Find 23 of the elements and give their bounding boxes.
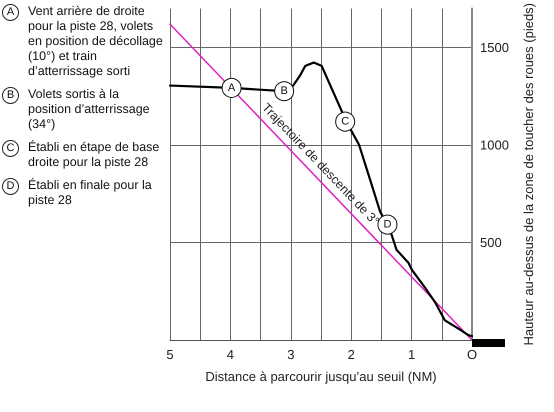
letter-circle: B	[2, 87, 19, 104]
y-tick-label: 1000	[480, 138, 509, 153]
x-tick-label: O	[466, 347, 478, 362]
x-axis-title: Distance à parcourir jusqu’au seuil (NM)	[205, 369, 437, 384]
letter-circle: D	[2, 178, 19, 195]
x-tick-label: 1	[408, 347, 416, 362]
annotation: C	[341, 116, 350, 128]
x-tick-label: 4	[226, 347, 234, 362]
annotation: A	[228, 82, 236, 94]
x-tick-label: 2	[348, 347, 355, 362]
text: Vent arrière de droite pour la piste 28, volets en position de décollage (10°) et train d’atterrissage sorti	[28, 4, 164, 79]
letter-circle: C	[2, 140, 19, 157]
x-tick-label: 5	[166, 347, 174, 362]
annotation: D	[383, 218, 392, 231]
y-tick-label: 500	[480, 235, 502, 250]
text: Établi en étape de base droite pour la piste 28	[28, 140, 160, 170]
x-tick-label: 3	[287, 347, 294, 362]
letter-circle: A	[2, 4, 19, 21]
y-tick-label: 1500	[480, 40, 509, 56]
text: Volets sortis à la position d’atterrissage (34°)	[28, 87, 151, 132]
y-axis-title: Hauteur au-dessus de la zone de toucher des roues (pieds)	[521, 2, 536, 346]
text: Établi en finale pour la piste 28	[28, 178, 153, 208]
annotation: B	[280, 85, 288, 98]
